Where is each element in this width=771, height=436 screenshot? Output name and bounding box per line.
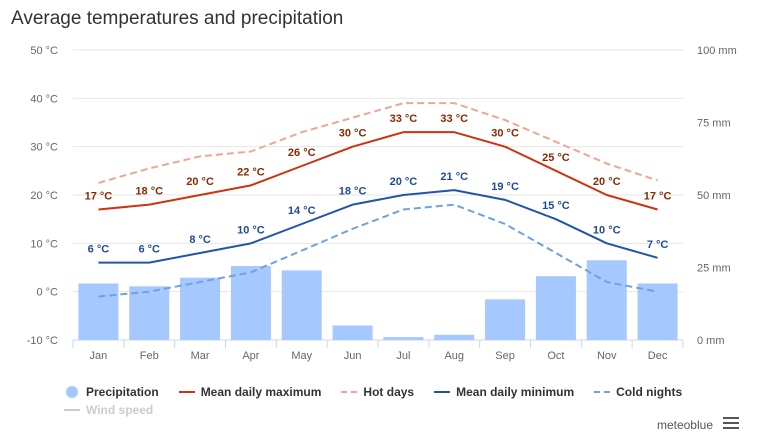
legend-label: Precipitation xyxy=(86,385,159,399)
legend-item-hot-days[interactable]: Hot days xyxy=(341,385,414,399)
precipitation-bar xyxy=(485,299,526,340)
legend-item-mean-daily-minimum[interactable]: Mean daily minimum xyxy=(434,385,574,399)
data-label: 10 °C xyxy=(593,224,621,236)
data-label: 30 °C xyxy=(491,128,519,140)
data-label: 6 °C xyxy=(88,244,110,256)
x-tick-label: Aug xyxy=(444,350,464,362)
data-label: 25 °C xyxy=(542,152,570,164)
data-label: 19 °C xyxy=(491,181,519,193)
legend-item-cold-nights[interactable]: Cold nights xyxy=(594,385,682,399)
chart-plot: 50 °C 40 °C 30 °C 20 °C 10 °C 0 °C -10 °C 100 m… xyxy=(27,45,737,362)
precipitation-bar xyxy=(586,260,627,340)
x-tick-label: Jun xyxy=(344,350,362,362)
chart-title: Average temperatures and precipitation xyxy=(11,8,344,29)
menu-icon[interactable] xyxy=(723,417,739,431)
y-right-tick-label: 0 mm xyxy=(697,335,725,347)
y-left-tick-label: 20 °C xyxy=(30,190,58,202)
x-tick-label: May xyxy=(291,350,312,362)
data-label: 7 °C xyxy=(647,239,669,251)
precipitation-bar xyxy=(332,325,373,340)
data-label: 17 °C xyxy=(85,191,113,203)
legend-label: Mean daily maximum xyxy=(200,385,322,399)
y-left-tick-label: 50 °C xyxy=(30,45,58,57)
x-tick-label: Oct xyxy=(547,350,564,362)
data-label: 17 °C xyxy=(644,191,672,203)
mean-daily-minimum-line xyxy=(98,189,658,264)
data-label: 26 °C xyxy=(288,147,316,159)
x-tick-label: Dec xyxy=(648,350,668,362)
x-tick-label: Jul xyxy=(396,350,410,362)
data-label: 33 °C xyxy=(440,113,468,125)
legend-symbol xyxy=(341,386,358,398)
data-label: 21 °C xyxy=(440,171,468,183)
data-label: 20 °C xyxy=(186,176,214,188)
y-left-tick-label: 10 °C xyxy=(30,238,58,250)
legend-label: Hot days xyxy=(363,385,415,399)
legend-symbol xyxy=(434,386,451,398)
precipitation-bar xyxy=(535,276,576,340)
brand-logo[interactable]: meteoblue xyxy=(656,418,713,432)
legend-symbol xyxy=(178,386,195,398)
y-left-tick-label: -10 °C xyxy=(27,335,58,347)
precipitation-bar xyxy=(434,334,475,340)
precipitation-bar xyxy=(78,283,119,340)
x-tick-label: Nov xyxy=(597,350,617,362)
legend-label: Mean daily minimum xyxy=(456,385,575,399)
data-label: 20 °C xyxy=(593,176,621,188)
y-right-tick-label: 50 mm xyxy=(697,190,731,202)
mean-daily-maximum-line xyxy=(98,131,658,211)
legend-symbol xyxy=(64,386,80,398)
x-tick-label: Mar xyxy=(191,350,210,362)
legend-item-wind-speed[interactable]: Wind speed xyxy=(64,403,153,417)
data-label: 10 °C xyxy=(237,224,265,236)
precipitation-bar xyxy=(637,283,678,340)
precipitation-bar xyxy=(383,337,424,340)
hot-days-line xyxy=(98,102,658,184)
cold-nights-line xyxy=(98,203,658,298)
legend-item-precipitation[interactable]: Precipitation xyxy=(64,385,159,399)
x-tick-label: Jan xyxy=(90,350,108,362)
y-left-tick-label: 0 °C xyxy=(36,287,58,299)
precipitation-bar xyxy=(230,266,271,340)
legend-item-mean-daily-maximum[interactable]: Mean daily maximum xyxy=(178,385,322,399)
data-label: 20 °C xyxy=(390,176,418,188)
y-left-tick-label: 30 °C xyxy=(30,142,58,154)
chart-legend: Precipitation Mean daily maximum Hot days M… xyxy=(64,383,744,419)
precipitation-bar xyxy=(129,286,170,340)
data-label: 18 °C xyxy=(339,186,367,198)
data-label: 15 °C xyxy=(542,200,570,212)
data-label: 18 °C xyxy=(135,186,163,198)
legend-label: Cold nights xyxy=(616,385,683,399)
data-label: 6 °C xyxy=(138,244,160,256)
data-label: 33 °C xyxy=(390,113,418,125)
data-label: 30 °C xyxy=(339,128,367,140)
y-left-tick-label: 40 °C xyxy=(30,93,58,105)
data-label: 8 °C xyxy=(189,234,211,246)
y-right-tick-label: 75 mm xyxy=(697,118,731,130)
legend-symbol xyxy=(64,404,80,416)
x-tick-label: Sep xyxy=(495,350,515,362)
legend-symbol xyxy=(594,386,611,398)
precipitation-bar xyxy=(281,270,322,340)
x-tick-label: Feb xyxy=(140,350,159,362)
x-tick-label: Apr xyxy=(242,350,259,362)
y-right-tick-label: 25 mm xyxy=(697,263,731,275)
y-right-tick-label: 100 mm xyxy=(697,45,737,57)
precipitation-bar xyxy=(180,277,221,340)
data-label: 22 °C xyxy=(237,166,265,178)
data-label: 14 °C xyxy=(288,205,316,217)
legend-label: Wind speed xyxy=(86,403,154,417)
